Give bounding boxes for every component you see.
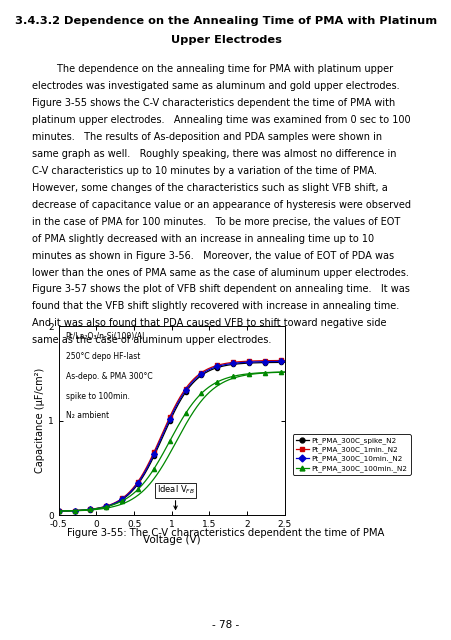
Pt_PMA_300C_1min._N2: [56, 508, 61, 515]
Text: lower than the ones of PMA same as the case of aluminum upper electrodes.: lower than the ones of PMA same as the c…: [32, 268, 408, 278]
Text: Figure 3-57 shows the plot of VFB shift dependent on annealing time.   It was: Figure 3-57 shows the plot of VFB shift …: [32, 284, 409, 294]
Pt_PMA_300C_spike_N2: [190, 379, 196, 387]
Text: Upper Electrodes: Upper Electrodes: [170, 35, 281, 45]
Pt_PMA_300C_spike_N2: [276, 358, 281, 366]
Text: spike to 100min.: spike to 100min.: [65, 392, 129, 401]
Pt_PMA_300C_10min._N2: [163, 423, 168, 431]
Pt_PMA_300C_1min._N2: [178, 392, 184, 399]
Pt_PMA_300C_100min._N2: [163, 456, 168, 464]
Pt_PMA_300C_spike_N2: [56, 508, 61, 515]
Pt_PMA_300C_1min._N2: [164, 418, 170, 426]
Pt_PMA_300C_1min._N2: [190, 376, 196, 383]
Text: same as the case of aluminum upper electrodes.: same as the case of aluminum upper elect…: [32, 335, 271, 346]
Y-axis label: Capacitance (μF/cm²): Capacitance (μF/cm²): [35, 368, 45, 474]
Pt_PMA_300C_10min._N2: [281, 358, 287, 365]
Pt_PMA_300C_1min._N2: [281, 356, 287, 364]
Pt_PMA_300C_spike_N2: [163, 426, 168, 433]
Text: electrodes was investigated same as aluminum and gold upper electrodes.: electrodes was investigated same as alum…: [32, 81, 398, 91]
Line: Pt_PMA_300C_10min._N2: Pt_PMA_300C_10min._N2: [56, 359, 286, 513]
Text: C-V characteristics up to 10 minutes by a variation of the time of PMA.: C-V characteristics up to 10 minutes by …: [32, 166, 376, 176]
Text: 3.4.3.2 Dependence on the Annealing Time of PMA with Platinum: 3.4.3.2 Dependence on the Annealing Time…: [15, 16, 436, 26]
Text: minutes as shown in Figure 3-56.   Moreover, the value of EOT of PDA was: minutes as shown in Figure 3-56. Moreove…: [32, 250, 393, 260]
Pt_PMA_300C_spike_N2: [281, 358, 287, 366]
Pt_PMA_300C_100min._N2: [56, 508, 61, 515]
Text: And it was also found that PDA caused VFB to shift toward negative side: And it was also found that PDA caused VF…: [32, 318, 385, 328]
Pt_PMA_300C_1min._N2: [241, 358, 246, 365]
Pt_PMA_300C_10min._N2: [164, 420, 170, 428]
Line: Pt_PMA_300C_1min._N2: Pt_PMA_300C_1min._N2: [56, 358, 286, 513]
Text: However, some changes of the characteristics such as slight VFB shift, a: However, some changes of the characteris…: [32, 182, 387, 193]
Text: in the case of PMA for 100 minutes.   To be more precise, the values of EOT: in the case of PMA for 100 minutes. To b…: [32, 216, 399, 227]
Text: minutes.   The results of As-deposition and PDA samples were shown in: minutes. The results of As-deposition an…: [32, 132, 381, 142]
Text: - 78 -: - 78 -: [212, 620, 239, 630]
Line: Pt_PMA_300C_100min._N2: Pt_PMA_300C_100min._N2: [59, 372, 284, 511]
Pt_PMA_300C_10min._N2: [276, 358, 281, 365]
Text: Pt/La₂O₃/n-Si(100)/Al: Pt/La₂O₃/n-Si(100)/Al: [65, 332, 145, 341]
Pt_PMA_300C_spike_N2: [241, 360, 246, 367]
Text: Figure 3-55 shows the C-V characteristics dependent the time of PMA with: Figure 3-55 shows the C-V characteristic…: [32, 98, 394, 108]
Pt_PMA_300C_spike_N2: [178, 396, 184, 403]
Text: Figure 3-55: The C-V characteristics dependent the time of PMA: Figure 3-55: The C-V characteristics dep…: [67, 528, 384, 538]
Text: of PMA slightly decreased with an increase in annealing time up to 10: of PMA slightly decreased with an increa…: [32, 234, 373, 244]
Text: decrease of capacitance value or an appearance of hysteresis were observed: decrease of capacitance value or an appe…: [32, 200, 410, 210]
Pt_PMA_300C_1min._N2: [163, 421, 168, 429]
Pt_PMA_300C_spike_N2: [164, 422, 170, 430]
Text: 250°C depo HF-last: 250°C depo HF-last: [65, 352, 140, 361]
Text: N₂ ambient: N₂ ambient: [65, 412, 108, 420]
Line: Pt_PMA_300C_spike_N2: Pt_PMA_300C_spike_N2: [56, 360, 286, 513]
Text: Ideal V$_{FB}$: Ideal V$_{FB}$: [156, 484, 194, 509]
Text: As-depo. & PMA 300°C: As-depo. & PMA 300°C: [65, 372, 152, 381]
Pt_PMA_300C_10min._N2: [241, 358, 246, 366]
Legend: Pt_PMA_300C_spike_N2, Pt_PMA_300C_1min._N2, Pt_PMA_300C_10min._N2, Pt_PMA_300C_1: Pt_PMA_300C_spike_N2, Pt_PMA_300C_1min._…: [292, 434, 410, 475]
X-axis label: Voltage (V): Voltage (V): [143, 534, 200, 545]
Pt_PMA_300C_100min._N2: [281, 368, 287, 376]
Pt_PMA_300C_100min._N2: [178, 429, 184, 436]
Text: The dependence on the annealing time for PMA with platinum upper: The dependence on the annealing time for…: [32, 64, 392, 74]
Pt_PMA_300C_10min._N2: [178, 394, 184, 401]
Pt_PMA_300C_100min._N2: [241, 372, 246, 380]
Pt_PMA_300C_100min._N2: [164, 454, 170, 461]
Pt_PMA_300C_10min._N2: [190, 377, 196, 385]
Pt_PMA_300C_100min._N2: [276, 369, 281, 376]
Text: same graph as well.   Roughly speaking, there was almost no difference in: same graph as well. Roughly speaking, th…: [32, 148, 395, 159]
Pt_PMA_300C_100min._N2: [190, 408, 196, 416]
Text: found that the VFB shift slightly recovered with increase in annealing time.: found that the VFB shift slightly recove…: [32, 301, 398, 312]
Pt_PMA_300C_1min._N2: [276, 356, 281, 364]
Text: platinum upper electrodes.   Annealing time was examined from 0 sec to 100: platinum upper electrodes. Annealing tim…: [32, 115, 410, 125]
Pt_PMA_300C_10min._N2: [56, 508, 61, 515]
